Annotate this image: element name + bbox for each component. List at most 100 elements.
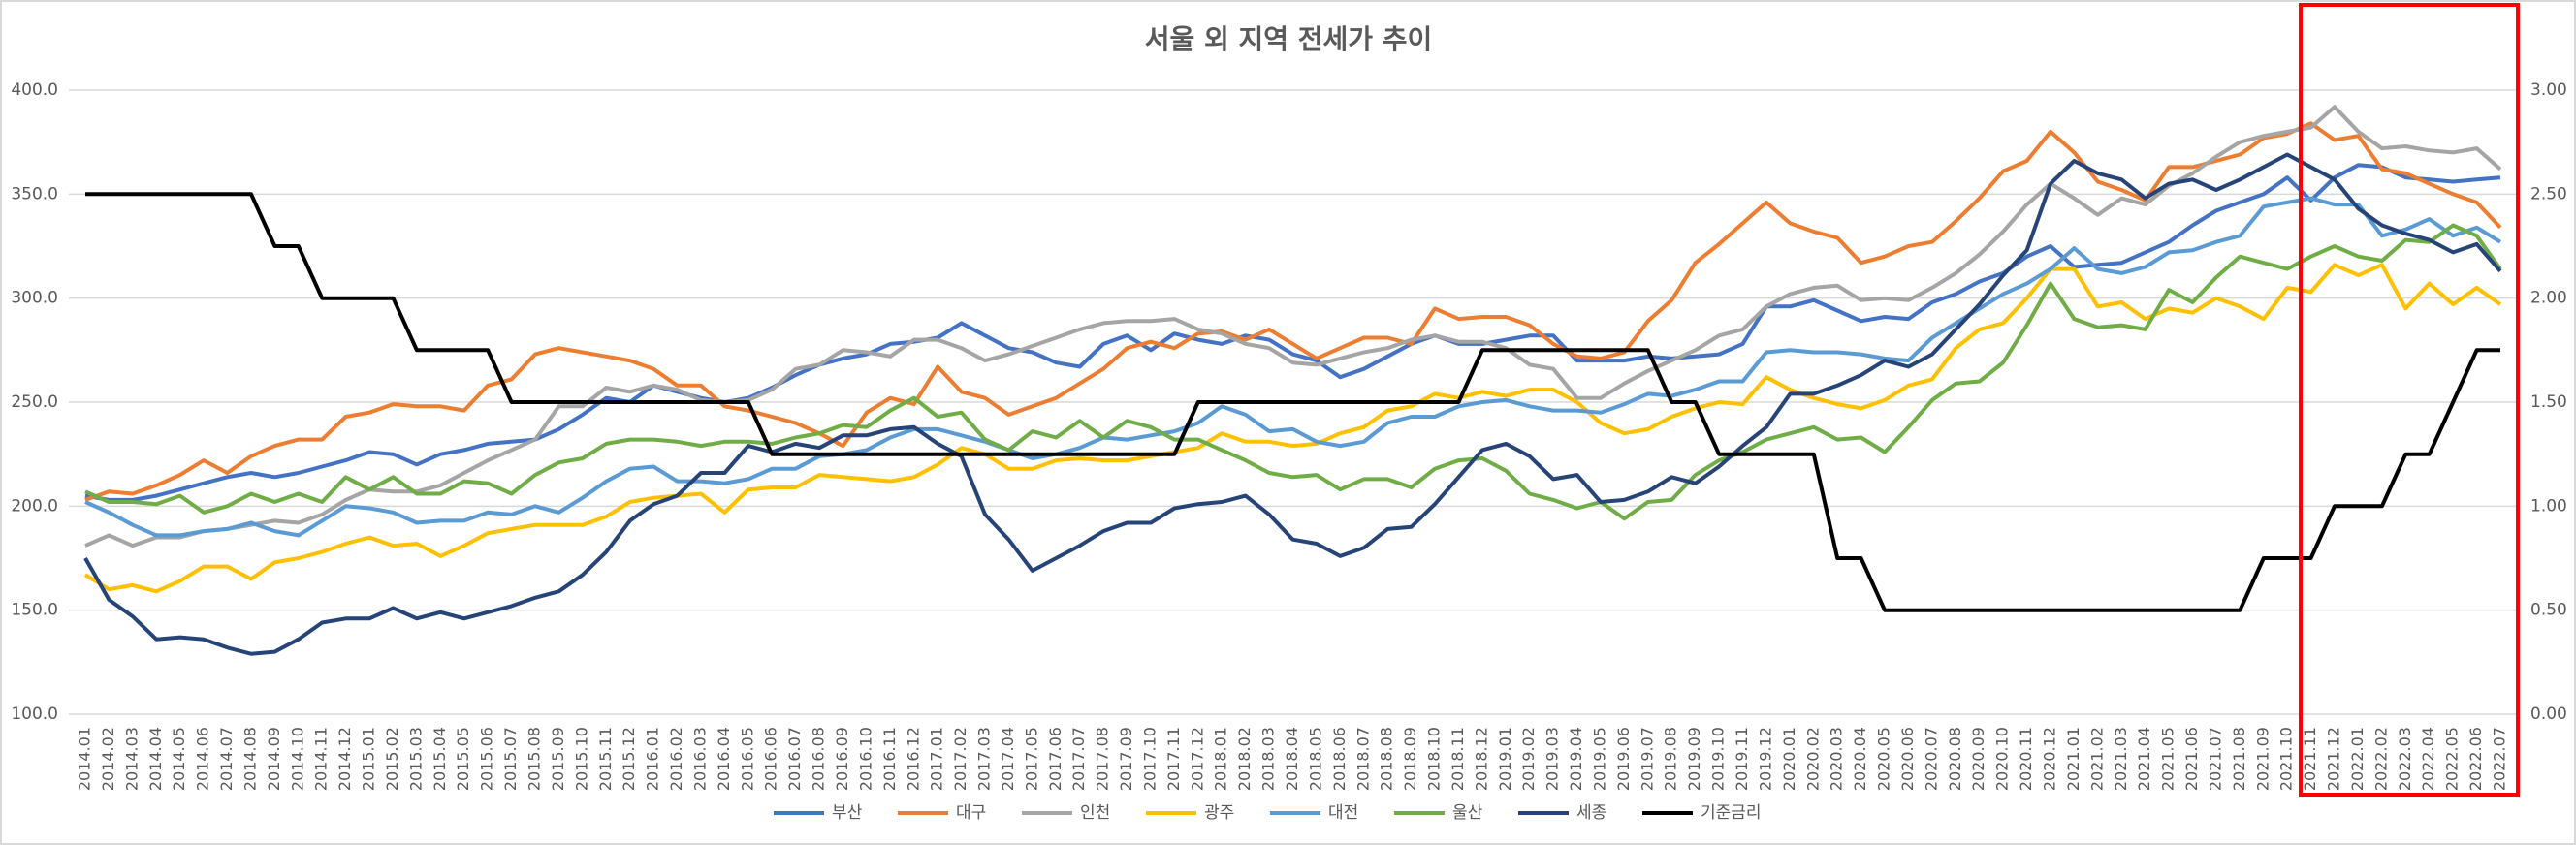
x-tick-label: 2014.04 xyxy=(146,727,165,791)
x-tick-label: 2020.10 xyxy=(1993,727,2012,791)
x-tick-label: 2019.07 xyxy=(1638,727,1656,791)
x-tick-label: 2014.11 xyxy=(312,727,331,791)
series-line xyxy=(85,192,2500,612)
x-tick-label: 2018.01 xyxy=(1212,727,1230,791)
x-tick-label: 2017.02 xyxy=(951,727,970,791)
x-tick-label: 2016.02 xyxy=(667,727,685,791)
series-line xyxy=(84,196,2502,538)
x-tick-label: 2014.09 xyxy=(265,727,283,791)
series-line xyxy=(84,105,2502,548)
series-line xyxy=(84,163,2501,502)
legend-label: 기준금리 xyxy=(1701,803,1762,823)
x-tick-label: 2021.12 xyxy=(2325,727,2343,791)
x-tick-label: 2018.11 xyxy=(1448,727,1467,791)
x-tick-label: 2017.06 xyxy=(1046,727,1065,791)
x-tick-label: 2015.10 xyxy=(572,727,590,791)
legend-label: 인천 xyxy=(1080,803,1110,823)
x-tick-label: 2019.04 xyxy=(1567,727,1585,791)
y2-tick-label: 1.50 xyxy=(2530,392,2567,412)
x-tick-label: 2022.04 xyxy=(2419,727,2437,791)
x-tick-label: 2018.03 xyxy=(1259,727,1278,791)
y-tick-label: 100.0 xyxy=(11,704,58,724)
x-tick-label: 2022.07 xyxy=(2491,727,2509,791)
x-tick-label: 2022.05 xyxy=(2443,727,2462,791)
x-tick-label: 2018.10 xyxy=(1425,727,1444,791)
x-tick-label: 2019.06 xyxy=(1614,727,1633,791)
x-tick-label: 2017.05 xyxy=(1022,727,1040,791)
x-tick-label: 2014.02 xyxy=(99,727,117,791)
x-tick-label: 2020.08 xyxy=(1946,727,1964,791)
x-tick-label: 2021.04 xyxy=(2135,727,2153,791)
x-tick-label: 2016.07 xyxy=(785,727,804,791)
x-tick-label: 2014.03 xyxy=(122,727,141,791)
y2-tick-label: 0.50 xyxy=(2530,601,2567,620)
x-tick-label: 2018.06 xyxy=(1330,727,1349,791)
x-tick-label: 2019.05 xyxy=(1590,727,1608,791)
x-tick-label: 2018.07 xyxy=(1353,727,1372,791)
legend-label: 대전 xyxy=(1328,803,1358,823)
y-tick-label: 200.0 xyxy=(11,496,58,516)
series-line xyxy=(84,121,2502,502)
x-tick-label: 2018.12 xyxy=(1472,727,1490,791)
x-tick-label: 2016.10 xyxy=(856,727,875,791)
x-tick-label: 2020.03 xyxy=(1828,727,1846,791)
x-tick-label: 2014.05 xyxy=(170,727,188,791)
x-tick-label: 2021.01 xyxy=(2064,727,2083,791)
x-tick-label: 2015.11 xyxy=(596,727,615,791)
x-tick-label: 2016.06 xyxy=(762,727,780,791)
x-tick-label: 2015.09 xyxy=(549,727,567,791)
highlight-box xyxy=(2299,3,2520,797)
legend-label: 대구 xyxy=(956,803,986,823)
legend-label: 부산 xyxy=(832,803,863,823)
y-tick-label: 350.0 xyxy=(11,184,58,203)
x-tick-label: 2020.05 xyxy=(1875,727,1893,791)
x-tick-label: 2018.04 xyxy=(1283,727,1301,791)
legend-label: 울산 xyxy=(1452,803,1483,823)
x-tick-label: 2015.12 xyxy=(620,727,638,791)
x-tick-label: 2017.07 xyxy=(1069,727,1088,791)
x-tick-label: 2016.03 xyxy=(690,727,709,791)
x-tick-label: 2020.04 xyxy=(1851,727,1869,791)
y2-tick-label: 2.00 xyxy=(2530,289,2567,308)
x-tick-label: 2014.01 xyxy=(76,727,94,791)
x-tick-label: 2014.12 xyxy=(335,727,354,791)
x-tick-label: 2021.09 xyxy=(2253,727,2272,791)
x-tick-label: 2017.12 xyxy=(1188,727,1206,791)
x-tick-label: 2020.01 xyxy=(1780,727,1798,791)
x-tick-label: 2015.08 xyxy=(525,727,544,791)
x-tick-label: 2021.10 xyxy=(2277,727,2296,791)
y2-tick-label: 3.00 xyxy=(2530,80,2567,100)
y-tick-label: 150.0 xyxy=(11,601,58,620)
x-tick-label: 2022.06 xyxy=(2466,727,2485,791)
x-tick-label: 2019.12 xyxy=(1756,727,1774,791)
x-tick-label: 2016.04 xyxy=(715,727,733,791)
x-tick-label: 2022.03 xyxy=(2396,727,2414,791)
x-tick-label: 2014.06 xyxy=(194,727,212,791)
x-tick-label: 2015.01 xyxy=(360,727,378,791)
x-tick-label: 2021.03 xyxy=(2112,727,2130,791)
x-tick-label: 2016.01 xyxy=(644,727,662,791)
x-tick-label: 2019.01 xyxy=(1496,727,1514,791)
x-tick-label: 2018.08 xyxy=(1378,727,1396,791)
x-tick-label: 2020.09 xyxy=(1969,727,1988,791)
x-tick-label: 2018.09 xyxy=(1401,727,1419,791)
x-tick-label: 2017.04 xyxy=(999,727,1017,791)
x-tick-label: 2017.01 xyxy=(928,727,946,791)
x-tick-label: 2015.03 xyxy=(406,727,425,791)
x-tick-label: 2019.03 xyxy=(1543,727,1562,791)
x-tick-label: 2014.08 xyxy=(240,727,259,791)
x-tick-label: 2015.06 xyxy=(478,727,496,791)
x-tick-label: 2017.08 xyxy=(1094,727,1112,791)
legend-label: 광주 xyxy=(1204,803,1234,823)
x-tick-label: 2020.06 xyxy=(1898,727,1917,791)
y-tick-label: 400.0 xyxy=(11,80,58,100)
x-tick-label: 2016.12 xyxy=(904,727,922,791)
x-tick-label: 2017.10 xyxy=(1140,727,1159,791)
x-tick-label: 2014.10 xyxy=(288,727,306,791)
x-tick-label: 2019.08 xyxy=(1662,727,1680,791)
y-tick-label: 250.0 xyxy=(11,392,58,412)
x-tick-label: 2016.05 xyxy=(738,727,756,791)
series-line xyxy=(83,263,2502,594)
